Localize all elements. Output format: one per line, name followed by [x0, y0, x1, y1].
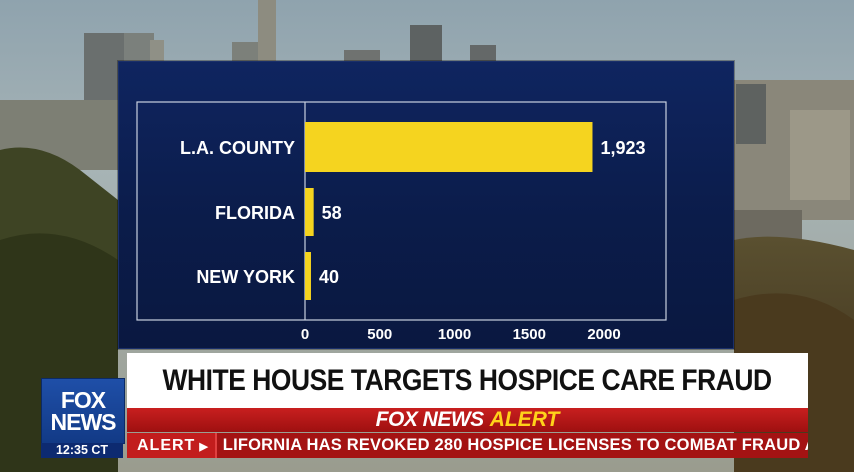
ticker-label-text: ALERT: [137, 437, 196, 454]
alert-band: FOX NEWS ALERT: [127, 408, 808, 432]
bar: [305, 252, 311, 300]
clock: 12:35 CT: [41, 443, 123, 458]
logo-fox-text: FOX: [60, 387, 106, 413]
alert-brand: FOX NEWS: [375, 408, 485, 431]
category-label: L.A. COUNTY: [180, 138, 295, 158]
bar: [305, 122, 593, 172]
bar: [305, 188, 314, 236]
headline-banner: WHITE HOUSE TARGETS HOSPICE CARE FRAUD: [127, 353, 808, 408]
x-tick-label: 1500: [513, 326, 546, 343]
alert-word: ALERT: [489, 408, 560, 431]
fox-news-logo: FOX NEWS: [41, 378, 125, 444]
data-label: 40: [319, 267, 339, 287]
x-tick-label: 500: [367, 326, 392, 343]
category-label: FLORIDA: [215, 203, 295, 223]
news-ticker: ALERT ▶ LIFORNIA HAS REVOKED 280 HOSPICE …: [127, 433, 808, 458]
bar-chart: L.A. COUNTY 1,923 FLORIDA 58 NEW YORK 40 0 500 1…: [136, 101, 667, 343]
x-tick-label: 1000: [438, 326, 471, 343]
x-tick-label: 0: [301, 326, 309, 343]
headline-text: WHITE HOUSE TARGETS HOSPICE CARE FRAUD: [162, 363, 773, 397]
ticker-label: ALERT ▶: [127, 433, 217, 458]
category-label: NEW YORK: [196, 267, 295, 287]
ticker-text: LIFORNIA HAS REVOKED 280 HOSPICE LICENSE…: [222, 436, 808, 454]
data-label: 58: [322, 203, 342, 223]
logo-news-text: NEWS: [50, 409, 117, 435]
data-label: 1,923: [600, 138, 645, 158]
play-arrow-icon: ▶: [199, 441, 209, 453]
plot-frame: [136, 101, 667, 321]
x-tick-label: 2000: [587, 326, 620, 343]
bar-chart-panel: L.A. COUNTY 1,923 FLORIDA 58 NEW YORK 40 0 500 1…: [118, 61, 734, 349]
